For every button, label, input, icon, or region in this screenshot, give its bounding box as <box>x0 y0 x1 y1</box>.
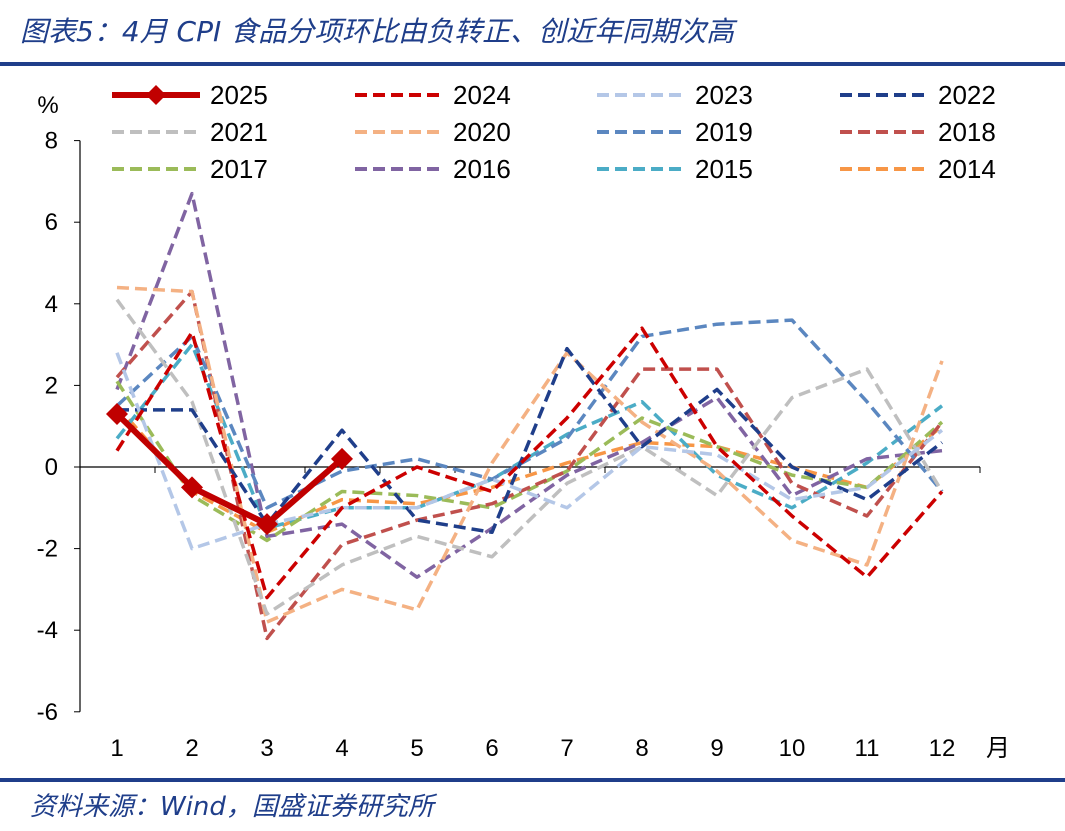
legend-label-2015: 2015 <box>695 154 753 184</box>
legend-label-2019: 2019 <box>695 117 753 147</box>
series-point-2025 <box>331 447 353 470</box>
legend-label-2020: 2020 <box>453 117 511 147</box>
series-point-2025 <box>181 476 203 499</box>
chart-title: 图表5：4月 CPI 食品分项环比由负转正、创近年同期次高 <box>20 15 735 48</box>
y-tick-label: 6 <box>45 209 58 236</box>
x-tick-label: 5 <box>410 735 423 762</box>
x-tick-label: 2 <box>185 735 198 762</box>
y-tick-label: 8 <box>45 128 58 155</box>
source-rule <box>0 778 1065 782</box>
x-tick-label: 12 <box>929 735 956 762</box>
x-tick-label: 6 <box>485 735 498 762</box>
series-line-2020 <box>116 285 944 624</box>
x-tick-label: 4 <box>335 735 348 762</box>
series-line-2021 <box>115 298 944 616</box>
y-tick-label: -6 <box>37 699 58 726</box>
series-line-2024 <box>115 326 944 600</box>
legend-label-2022: 2022 <box>938 80 996 110</box>
y-axis-label: % <box>37 92 58 119</box>
x-tick-label: 1 <box>110 735 123 762</box>
series-line-2017 <box>115 380 944 543</box>
chart-legend: 2025 2024 2023 2022 2021 2020 2019 2018 2017 2016… <box>112 80 996 184</box>
series-line-2022 <box>117 346 944 535</box>
series-point-2025 <box>256 513 278 536</box>
series-line-2019 <box>115 318 944 510</box>
legend-label-2024: 2024 <box>453 80 511 110</box>
series-line-2018 <box>115 289 944 641</box>
legend-label-2025: 2025 <box>210 80 268 110</box>
x-tick-label: 11 <box>855 735 880 762</box>
legend-label-2017: 2017 <box>210 154 268 184</box>
title-rule <box>0 62 1065 66</box>
series-line-2014 <box>115 404 944 535</box>
y-tick-label: 4 <box>45 291 58 318</box>
y-tick-label: -4 <box>37 617 58 644</box>
y-tick-label: -2 <box>37 536 58 563</box>
legend-label-2018: 2018 <box>938 117 996 147</box>
x-tick-label: 3 <box>260 735 273 762</box>
x-tick-label: 10 <box>779 735 806 762</box>
legend-label-2023: 2023 <box>695 80 753 110</box>
x-tick-label: 8 <box>635 735 648 762</box>
chart-series <box>106 191 944 641</box>
series-line-2023 <box>115 352 944 551</box>
y-tick-label: 2 <box>45 372 58 399</box>
x-axis-unit: 月 <box>986 735 1010 762</box>
x-tick-label: 9 <box>710 735 723 762</box>
x-tick-label: 7 <box>560 735 573 762</box>
source-note: 资料来源：Wind，国盛证券研究所 <box>30 792 434 822</box>
legend-marker-2025 <box>146 85 166 105</box>
y-tick-label: 0 <box>45 454 58 481</box>
legend-label-2016: 2016 <box>453 154 511 184</box>
series-line-2025 <box>114 411 344 528</box>
series-point-2025 <box>106 402 128 425</box>
legend-label-2014: 2014 <box>938 154 996 184</box>
legend-label-2021: 2021 <box>210 117 268 147</box>
